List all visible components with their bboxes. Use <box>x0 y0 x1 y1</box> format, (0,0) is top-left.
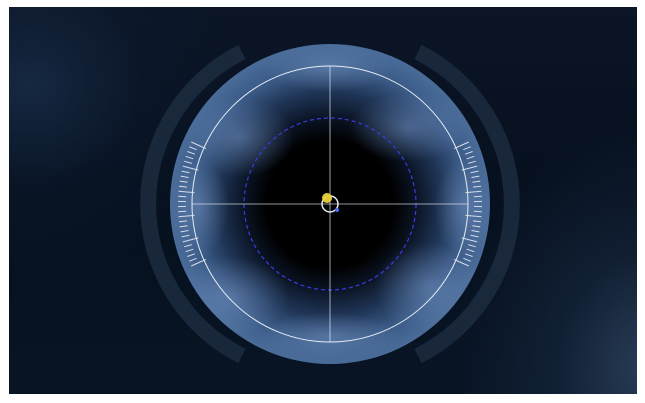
scale-tick <box>190 141 207 149</box>
scale-tick <box>187 151 196 155</box>
scale-tick <box>464 253 473 257</box>
scale-tick <box>472 180 481 183</box>
right-outer-arc <box>414 44 520 364</box>
left-outer-arc <box>140 44 246 364</box>
scale-tick <box>468 160 476 164</box>
scale-tick <box>179 180 188 183</box>
scale-tick <box>184 244 192 248</box>
scale-tick <box>182 237 199 243</box>
scale-tick <box>471 230 480 233</box>
scale-tick <box>461 165 478 171</box>
scale-tick <box>466 155 475 160</box>
scale-tick <box>189 257 197 262</box>
scale-tick <box>461 237 478 243</box>
scale-tick <box>472 220 482 223</box>
scale-tick <box>178 185 188 188</box>
scale-tick <box>472 185 482 188</box>
scale-tick <box>471 175 480 178</box>
sonar-scope[interactable] <box>9 7 637 394</box>
scale-tick <box>453 141 470 149</box>
scale-tick <box>178 220 188 223</box>
scale-tick <box>187 253 196 257</box>
center-reticle[interactable] <box>321 193 339 213</box>
scale-tick <box>180 230 189 233</box>
scale-tick <box>470 170 479 174</box>
scale-tick <box>472 225 481 228</box>
scale-tick <box>184 160 192 164</box>
scale-tick <box>185 155 194 160</box>
scale-tick <box>179 225 188 228</box>
scale-tick <box>470 234 479 238</box>
scale-tick <box>178 190 195 194</box>
scale-tick <box>465 214 482 218</box>
scale-tick <box>463 146 471 151</box>
scale-tick <box>463 257 471 262</box>
right-tick-scale <box>453 141 483 267</box>
scale-tick <box>466 248 475 253</box>
scale-tick <box>465 190 482 194</box>
target-blip[interactable] <box>322 193 332 203</box>
scale-tick <box>189 146 197 151</box>
left-tick-scale <box>177 141 207 267</box>
game-viewport[interactable] <box>9 7 637 394</box>
scale-tick <box>468 244 476 248</box>
scale-tick <box>178 214 195 218</box>
scale-tick <box>181 170 190 174</box>
scale-tick <box>464 151 473 155</box>
scale-tick <box>182 165 199 171</box>
scale-tick <box>190 259 207 267</box>
scale-tick <box>181 234 190 238</box>
scale-tick <box>180 175 189 178</box>
scale-tick <box>185 248 194 253</box>
scale-tick <box>453 259 470 267</box>
scope-disc <box>170 44 490 364</box>
